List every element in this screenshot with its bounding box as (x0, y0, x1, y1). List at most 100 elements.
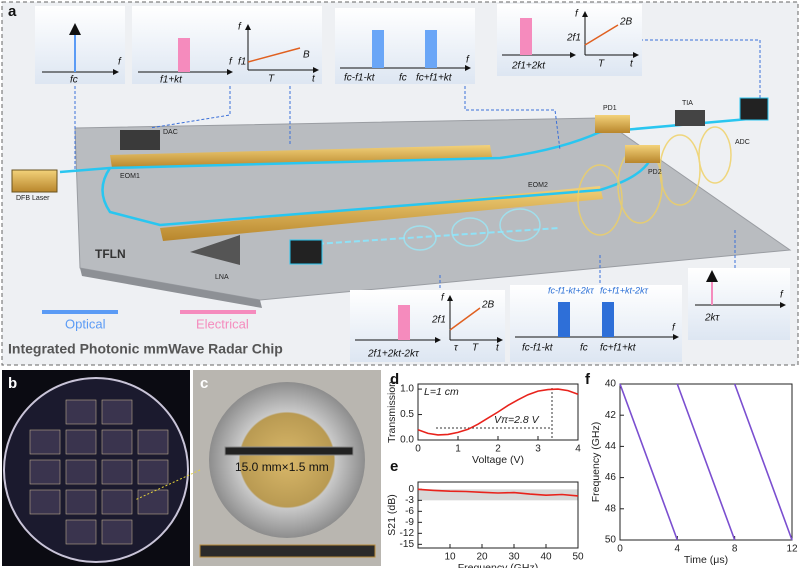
panel-label: f (585, 371, 591, 388)
y-tick-label: 50 (605, 535, 617, 546)
y-tick-label: -12 (400, 528, 415, 539)
x-tick-label: 8 (732, 544, 738, 555)
y-tick-label: 40 (605, 379, 617, 390)
panel-label: a (8, 3, 17, 20)
spectrum-bar (602, 302, 614, 337)
x-axis-label: Time (μs) (684, 554, 728, 566)
die (65, 429, 97, 455)
inset-label: f1+kt (160, 75, 183, 86)
inset: 2kτ f (688, 268, 790, 340)
component-label: TIA (682, 100, 693, 107)
chip-photo (224, 446, 354, 456)
inset: fc f (35, 6, 125, 86)
inset-label: f (672, 323, 676, 334)
inset-label: fc+f1+kt-2kτ (600, 285, 649, 295)
legend-label: Electrical (196, 316, 249, 331)
panel-c: 15.0 mm×1.5 mm c (134, 370, 381, 566)
waveguide (59, 116, 761, 174)
chip-closeup (199, 544, 376, 558)
x-tick-label: 12 (786, 544, 798, 555)
panel-label: c (200, 375, 208, 392)
inset-label: 2B (619, 17, 633, 28)
annotation: Vπ=2.8 V (494, 414, 540, 426)
data-line (417, 388, 579, 436)
x-axis-label: Voltage (V) (472, 454, 524, 466)
inset-label: 2kτ (704, 313, 721, 324)
component-label: LNA (215, 274, 229, 281)
diagram-title: Integrated Photonic mmWave Radar Chip (8, 341, 283, 357)
radiation (403, 126, 732, 251)
component-label: TFLN (95, 247, 126, 261)
inset-label: fc (399, 73, 407, 84)
annotation: L=1 cm (424, 386, 459, 398)
shaded-band (418, 489, 578, 501)
inset-label: fc (70, 75, 78, 86)
die (29, 429, 61, 455)
y-tick-label: 0.5 (400, 409, 414, 420)
lna (190, 235, 240, 265)
inset-label: T (268, 74, 275, 85)
panel-label: d (390, 371, 399, 388)
chip-edge (80, 268, 262, 308)
inset-label: fc+f1+kt (416, 73, 453, 84)
die (29, 459, 61, 485)
x-tick-label: 50 (572, 552, 584, 563)
inset-label: f (229, 57, 233, 68)
y-tick-label: 44 (605, 441, 617, 452)
spectrum-bar (425, 30, 437, 68)
antenna (289, 239, 323, 265)
pd1 (595, 115, 630, 133)
y-axis-label: Transmission (386, 381, 398, 443)
y-axis-label: S21 (dB) (386, 494, 398, 535)
die (29, 489, 61, 515)
rx-beam (299, 227, 561, 246)
x-tick-label: 3 (535, 444, 541, 455)
inset-label: 2f1+2kt-2kτ (367, 349, 420, 360)
waveguide (101, 159, 652, 227)
inset-label: t (312, 74, 316, 85)
spectrum-bar (372, 30, 384, 68)
component-label: DFB Laser (16, 195, 50, 202)
inset-label: fc-f1-kt (522, 343, 554, 354)
y-tick-label: -9 (405, 517, 414, 528)
component-label: ADC (735, 139, 750, 146)
inset-label: fc-f1-kt+2kτ (548, 285, 594, 295)
inset: f t f1 B T (237, 6, 322, 85)
inset-label: f (441, 293, 445, 304)
chart: 0-3-6-9-12-15 10 20 30 40 50 Frequency (GHz) S2… (386, 481, 584, 568)
component-label: PD2 (648, 169, 662, 176)
dimension-label: 15.0 mm×1.5 mm (235, 460, 329, 474)
inset-label: τ (454, 343, 459, 354)
inset-label: fc+f1+kt (600, 343, 637, 354)
inset: 2f1+2kt-2kτ f t 2f1 2B τ T (350, 290, 505, 362)
inset-label: 2f1 (566, 33, 581, 44)
panel-b: b (2, 370, 190, 566)
chart: 0.0 0.5 1.0 0 1 2 3 4 Voltage (V) Transmission L=1… (386, 381, 581, 466)
x-tick-label: 4 (575, 444, 581, 455)
component-label: DAC (163, 129, 178, 136)
coin (209, 382, 365, 538)
die (101, 489, 133, 515)
inset-label: f1 (238, 57, 246, 68)
inset: f1+kt f (132, 6, 237, 86)
inset-label: B (303, 50, 310, 61)
x-tick-label: 2 (495, 444, 501, 455)
data-line (417, 488, 579, 497)
x-tick-label: 40 (540, 552, 552, 563)
die (137, 429, 169, 455)
y-tick-label: 48 (605, 503, 617, 514)
data-line (619, 383, 793, 541)
inset-label: 2B (481, 300, 495, 311)
inset-label: fc-f1-kt (344, 73, 376, 84)
pd2 (625, 145, 660, 163)
x-tick-label: 30 (508, 552, 520, 563)
inset-label: T (472, 343, 479, 354)
panel-label: e (390, 458, 398, 475)
plot-frame (619, 383, 793, 541)
inset-label: f (118, 57, 122, 68)
plot-frame (417, 481, 579, 549)
die (65, 459, 97, 485)
